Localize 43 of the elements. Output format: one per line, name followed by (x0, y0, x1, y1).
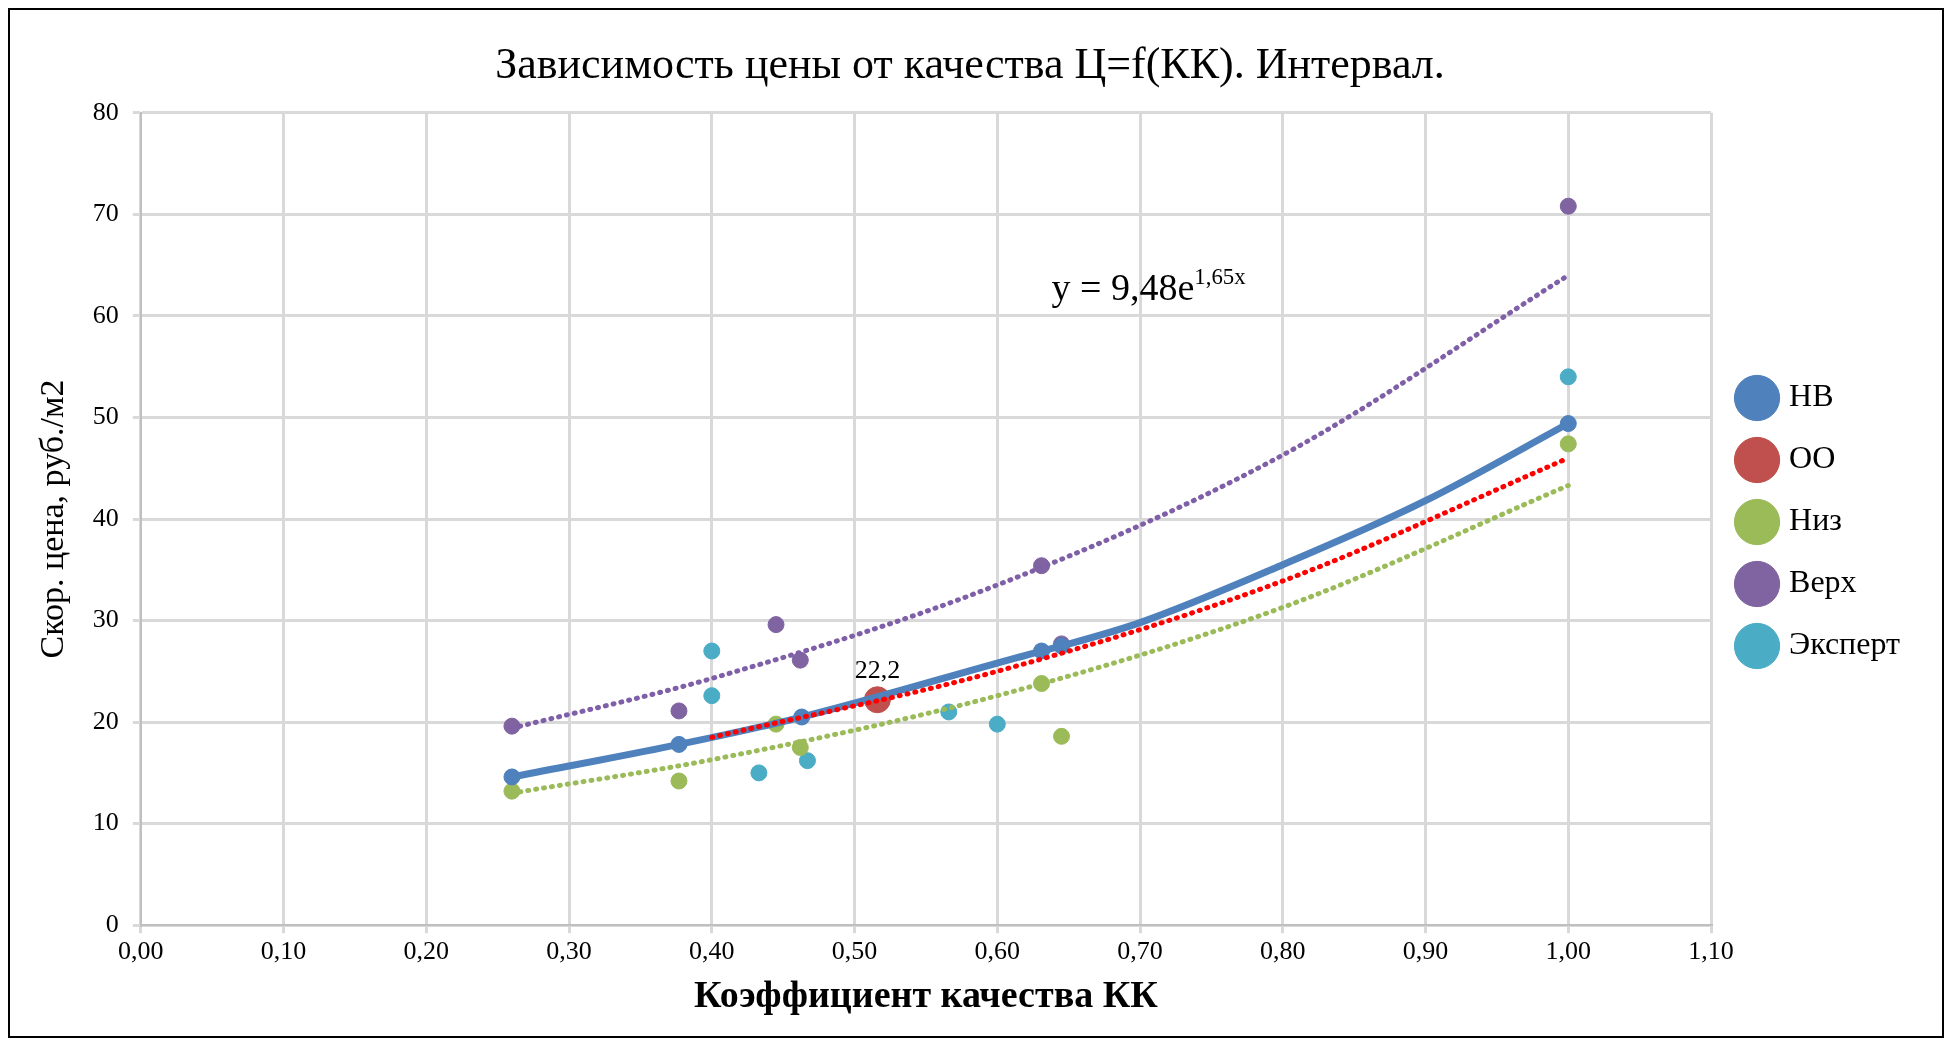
y-tick-label: 10 (92, 807, 119, 837)
y-tick-label: 50 (92, 401, 119, 431)
y-tick-label: 70 (92, 198, 119, 228)
x-tick-label: 1,00 (1545, 935, 1592, 965)
x-tick-label: 0,80 (1260, 935, 1306, 965)
point (791, 651, 809, 669)
x-tick-label: 0,00 (118, 935, 164, 965)
point (798, 752, 816, 770)
x-tick-label: 0,50 (831, 935, 878, 965)
point (1559, 197, 1577, 215)
legend-label: ОО (1789, 439, 1836, 476)
legend-label: Низ (1789, 501, 1842, 538)
point (750, 764, 768, 782)
legend-label: НВ (1789, 377, 1834, 414)
point (670, 702, 688, 720)
x-axis-title: Коэффициент качества КК (694, 973, 1159, 1016)
y-tick-label: 40 (92, 502, 119, 532)
data-label: 22,2 (854, 654, 901, 684)
x-tick-label: 1,10 (1688, 935, 1734, 965)
y-tick-label: 60 (92, 299, 119, 329)
point (703, 642, 721, 660)
x-tick-label: 0,20 (403, 935, 450, 965)
legend-label: Верх (1789, 563, 1857, 600)
y-tick-label: 30 (92, 604, 119, 634)
legend-label: Эксперт (1789, 625, 1901, 662)
chart-title: Зависимость цены от качества Ц=f(КК). Интервал. (495, 38, 1445, 88)
x-tick-label: 0,70 (1117, 935, 1163, 965)
point (767, 616, 785, 634)
y-tick-label: 80 (92, 96, 119, 126)
y-tick-label: 0 (105, 909, 119, 939)
x-tick-label: 0,10 (260, 935, 307, 965)
x-tick-label: 0,90 (1402, 935, 1449, 965)
point (1053, 727, 1071, 745)
point (988, 715, 1006, 733)
x-tick-label: 0,60 (974, 935, 1021, 965)
x-tick-label: 0,30 (546, 935, 592, 965)
x-tick-label: 0,40 (689, 935, 735, 965)
point (703, 687, 721, 705)
y-tick-label: 20 (92, 705, 119, 735)
point (1559, 435, 1577, 453)
point (1559, 368, 1577, 386)
point (670, 772, 688, 790)
y-axis-title: Скор. цена, руб./м2 (33, 379, 71, 659)
